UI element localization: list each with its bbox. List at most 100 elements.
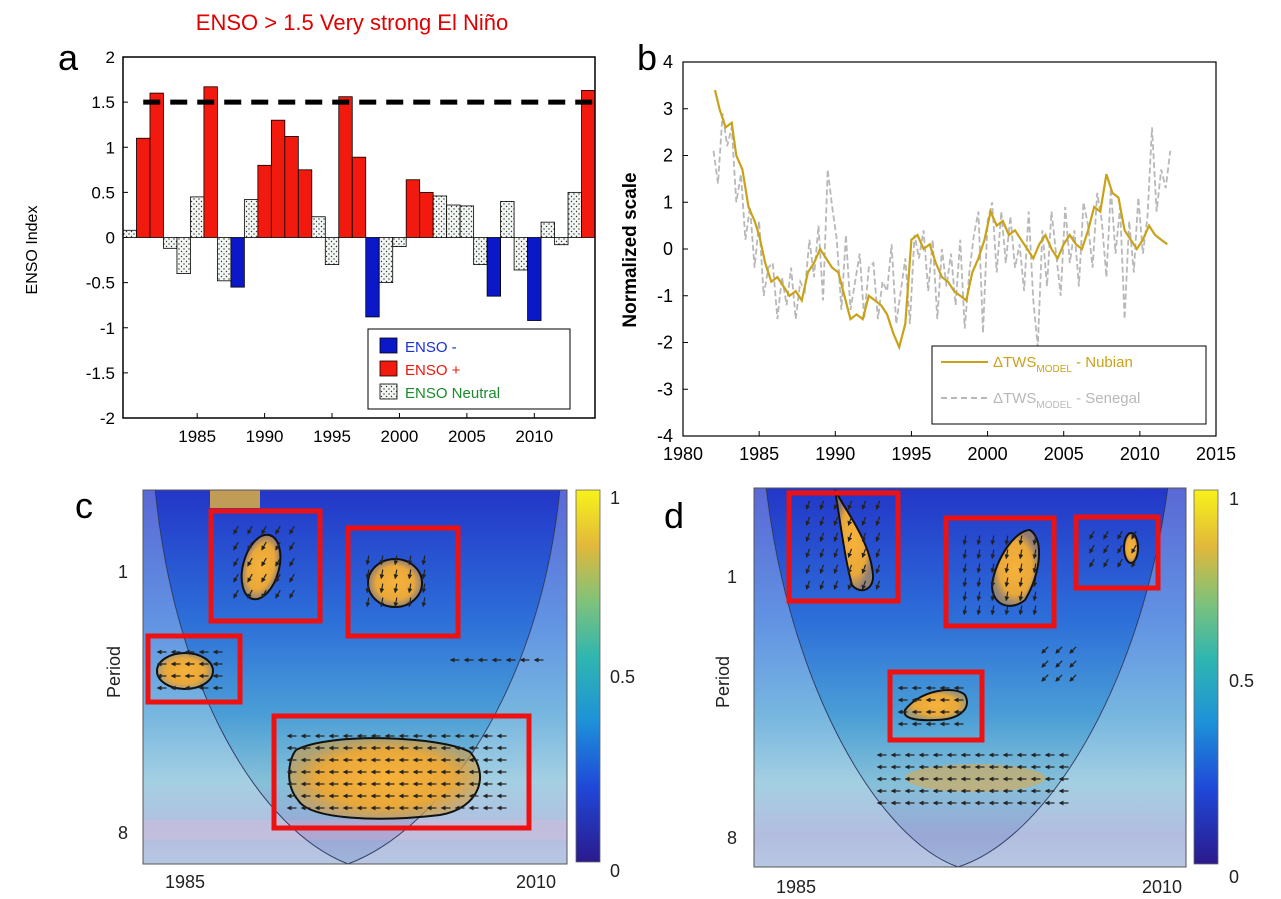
phase-arrow: [275, 525, 281, 535]
phase-arrow: [247, 589, 253, 599]
phase-arrow: [1018, 535, 1024, 546]
phase-arrow: [1004, 591, 1010, 602]
panel-d-xtick-2010: 2010: [1142, 877, 1182, 897]
legend-nubian-suffix: - Nubian: [1072, 354, 1133, 371]
bar-1989: [243, 199, 259, 238]
bar-2005: [459, 205, 475, 238]
panel-d-box-4: [887, 669, 985, 743]
bar-2012: [554, 237, 569, 246]
phase-arrow: [275, 573, 281, 583]
phase-arrow: [875, 516, 881, 526]
phase-arrow: [261, 541, 267, 551]
phase-arrow: [1089, 530, 1095, 540]
phase-arrow: [1032, 591, 1038, 602]
phase-arrow: [393, 583, 399, 594]
phase-arrow: [393, 597, 399, 608]
bar-2004: [446, 204, 461, 238]
phase-arrow: [1089, 544, 1095, 554]
phase-arrow: [833, 500, 839, 510]
panel-a-axis-ticks: -2 -1.5 -1 -0.5 0 0.5 1 1.5 2 1985 1990 1995 2000 200…: [86, 48, 554, 446]
phase-arrow: [1004, 605, 1010, 616]
panel-d-cbar-1: 1: [1229, 489, 1239, 509]
panel-a-xtick-label: 1995: [313, 427, 351, 446]
legend-nubian-sub: MODEL: [1036, 364, 1072, 375]
panel-b-series: [712, 89, 1172, 351]
panel-c-coi-shade-right: [348, 490, 567, 864]
legend-box-b: [931, 345, 1207, 425]
panel-d-xtick-1985: 1985: [776, 877, 816, 897]
phase-arrow: [421, 555, 427, 566]
phase-arrow: [421, 597, 427, 608]
phase-arrow: [1089, 558, 1095, 568]
phase-arrow: [365, 555, 371, 566]
panel-d-ylabel: Period: [713, 656, 733, 708]
phase-arrow: [233, 573, 239, 583]
bar-2007: [486, 237, 502, 297]
phase-arrow: [847, 564, 853, 574]
panel-label-a: a: [58, 37, 79, 78]
phase-arrow: [861, 532, 867, 542]
phase-arrow: [819, 500, 825, 510]
phase-arrow: [861, 548, 867, 558]
panel-c-cbar-0: 0: [610, 861, 620, 881]
panel-c-colorbar: [575, 489, 601, 863]
phase-arrow: [1032, 577, 1038, 588]
bar-1994: [311, 216, 326, 238]
bar-2010: [527, 237, 542, 321]
phase-arrow: [976, 563, 982, 574]
phase-arrow: [819, 564, 825, 574]
series-line-nubian: [713, 89, 1168, 351]
phase-arrow: [1055, 660, 1063, 668]
phase-arrow: [847, 500, 853, 510]
panel-c-ytick-8: 8: [118, 823, 128, 843]
phase-arrow: [1131, 558, 1137, 568]
phase-arrow: [1131, 544, 1137, 554]
phase-arrow: [1018, 577, 1024, 588]
phase-arrow: [261, 525, 267, 535]
bar-1986: [203, 86, 218, 238]
panel-c-hotspot-3: [156, 652, 214, 690]
panel-b-axis-ticks: -4 -3 -2 -1 0 1 2 3 4 1980 1985 1990 1995 2000 2005 201…: [657, 52, 1236, 464]
phase-arrow: [1018, 591, 1024, 602]
phase-arrow: [247, 573, 253, 583]
bar-1983: [163, 237, 178, 249]
phase-arrow: [1032, 549, 1038, 560]
panel-c-ylabel: Period: [104, 646, 124, 698]
panel-d-ytick-1: 1: [727, 567, 737, 587]
bar-2000: [392, 237, 407, 247]
bar-1995: [324, 237, 340, 265]
panel-a-ytick-label: 0: [106, 229, 115, 248]
panel-a-ytick-label: -1.5: [86, 364, 115, 383]
bar-2008: [500, 200, 515, 238]
panel-a-xtick-label: 2010: [515, 427, 553, 446]
phase-arrow: [393, 555, 399, 566]
phase-arrow: [847, 516, 853, 526]
panel-a-ytick-label: 2: [106, 48, 115, 67]
panel-d-hotspot-5: [905, 764, 1045, 792]
panel-b-ytick-label: -1: [657, 286, 673, 306]
panel-d-hotspot-3: [1123, 532, 1139, 564]
phase-arrow: [1069, 646, 1077, 654]
phase-arrow: [1117, 530, 1123, 540]
phase-arrow: [1018, 563, 1024, 574]
bar-1982: [149, 92, 164, 238]
panel-c-xtick-1985: 1985: [165, 872, 205, 892]
panel-b-xtick-label: 2000: [968, 444, 1008, 464]
phase-arrow: [962, 605, 968, 616]
phase-arrow: [1055, 674, 1063, 682]
phase-arrow: [861, 564, 867, 574]
panel-a-frame: [122, 56, 596, 419]
panel-b-xtick-label: 1985: [739, 444, 779, 464]
panel-b-xtick-label: 2005: [1044, 444, 1084, 464]
phase-arrow: [805, 564, 811, 574]
panel-a-ytick-label: -1: [100, 319, 115, 338]
phase-arrow: [289, 589, 295, 599]
legend-label-nubian: ΔTWSMODEL - Nubian: [993, 354, 1133, 375]
bar-1993: [297, 169, 313, 238]
panel-c-box-2: [345, 525, 461, 639]
phase-arrow: [379, 555, 385, 566]
phase-arrow: [805, 548, 811, 558]
phase-arrow: [261, 573, 267, 583]
panel-b-frame: [682, 61, 1217, 437]
